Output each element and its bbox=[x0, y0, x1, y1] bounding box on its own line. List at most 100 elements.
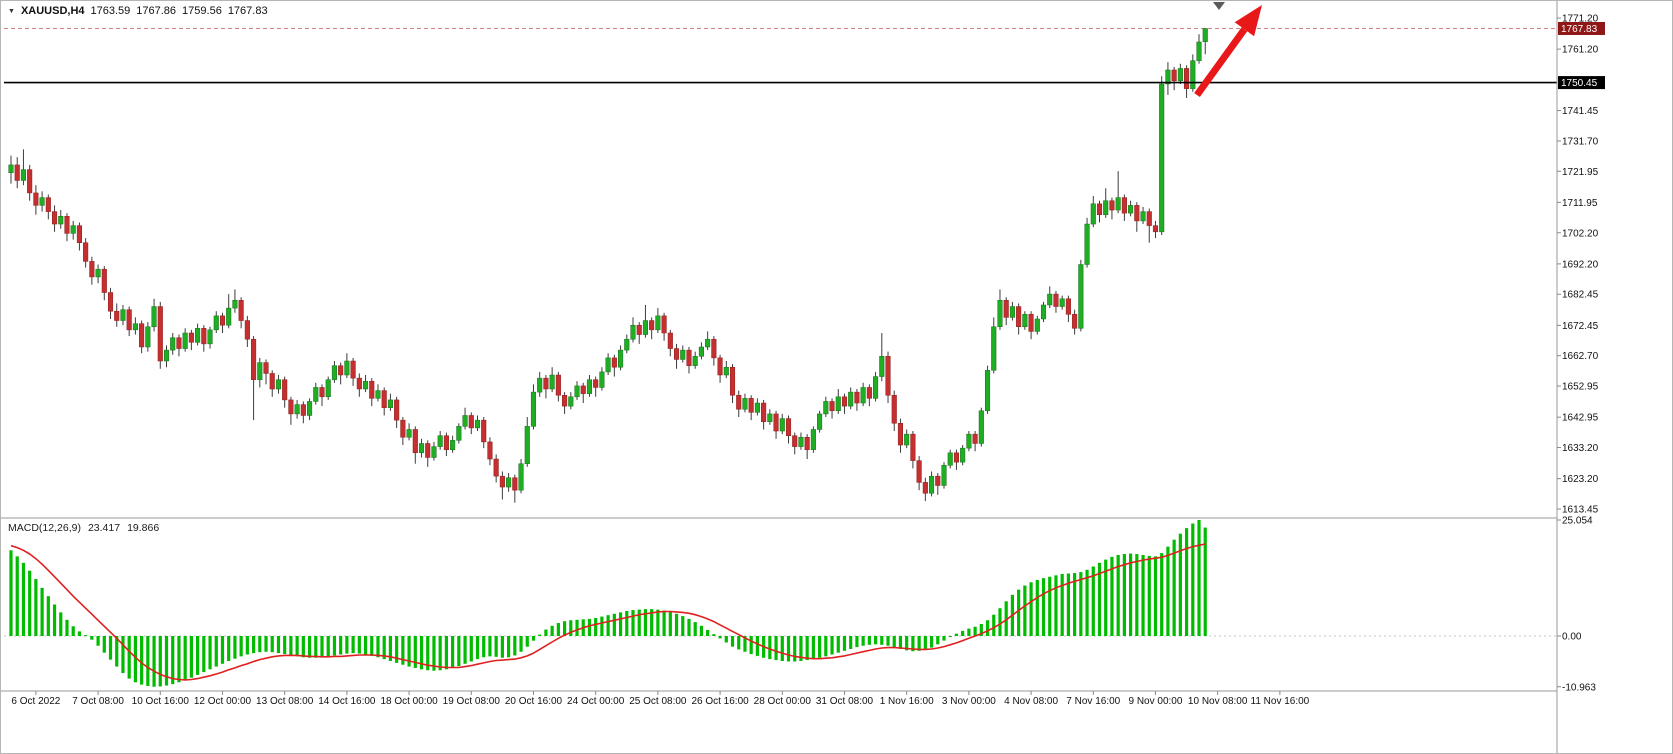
bull-candle bbox=[530, 391, 537, 427]
bear-candle bbox=[114, 310, 120, 321]
macd-histogram-bar bbox=[90, 636, 94, 640]
bear-candle bbox=[785, 418, 792, 436]
symbol-timeframe-label: XAUUSD,H4 bbox=[20, 5, 85, 17]
bear-candle bbox=[1065, 298, 1071, 315]
trend-arrow-annotation[interactable] bbox=[1194, 27, 1248, 98]
bull-candle bbox=[132, 323, 138, 331]
macd-histogram-bar bbox=[867, 636, 871, 645]
bull-candle bbox=[997, 300, 1003, 328]
macd-histogram-bar bbox=[457, 636, 461, 667]
macd-histogram-bar bbox=[28, 570, 32, 636]
bull-candle bbox=[941, 465, 947, 486]
macd-histogram-bar bbox=[251, 636, 256, 654]
bull-candle bbox=[437, 435, 443, 447]
bear-candle bbox=[854, 391, 860, 404]
macd-histogram-bar bbox=[395, 636, 399, 663]
macd-histogram-bar bbox=[730, 636, 735, 647]
bull-candle bbox=[798, 437, 804, 447]
bull-candle bbox=[860, 387, 866, 404]
bull-candle bbox=[978, 410, 984, 444]
macd-histogram-bar bbox=[245, 636, 249, 655]
macd-histogram-bar bbox=[1097, 562, 1102, 636]
bear-candle bbox=[14, 164, 20, 181]
macd-histogram-bar bbox=[1048, 576, 1052, 636]
macd-histogram-bar bbox=[1035, 579, 1039, 636]
bear-candle bbox=[188, 332, 194, 343]
macd-histogram-bar bbox=[289, 636, 293, 656]
macd-histogram-bar bbox=[1091, 566, 1095, 636]
macd-histogram-bar bbox=[1178, 533, 1182, 636]
macd-histogram-bar bbox=[320, 636, 324, 658]
bull-candle bbox=[1128, 205, 1134, 214]
macd-histogram-bar bbox=[824, 636, 828, 657]
macd-histogram-bar bbox=[40, 587, 44, 636]
macd-histogram-bar bbox=[618, 612, 623, 636]
macd-histogram-bar bbox=[911, 636, 915, 652]
macd-histogram-bar bbox=[314, 636, 318, 658]
bear-candle bbox=[891, 394, 897, 424]
macd-histogram-bar bbox=[388, 636, 393, 662]
macd-histogram-bar bbox=[755, 636, 759, 656]
bull-candle bbox=[387, 399, 393, 408]
macd-histogram-bar bbox=[650, 609, 654, 636]
bear-candle bbox=[562, 394, 568, 407]
macd-histogram-bar bbox=[979, 623, 983, 636]
macd-histogram-bar bbox=[805, 636, 809, 661]
macd-histogram-bar bbox=[376, 636, 380, 658]
chart-top-marker-icon bbox=[1213, 2, 1225, 10]
price-axis-label: 1633.20 bbox=[1562, 443, 1599, 454]
bull-candle bbox=[1034, 318, 1040, 332]
macd-histogram-bar bbox=[177, 636, 181, 683]
bull-candle bbox=[1177, 68, 1183, 82]
macd-histogram-bar bbox=[1197, 520, 1201, 636]
macd-histogram-bar bbox=[550, 625, 554, 636]
bear-candle bbox=[649, 320, 655, 331]
bull-candle bbox=[1022, 314, 1028, 328]
bull-candle bbox=[95, 268, 101, 278]
macd-histogram-bar bbox=[724, 636, 728, 643]
bear-candle bbox=[369, 380, 375, 399]
macd-histogram-bar bbox=[227, 636, 231, 662]
macd-histogram-bar bbox=[1079, 572, 1083, 636]
macd-histogram-bar bbox=[158, 636, 162, 687]
time-axis-label: 12 Oct 00:00 bbox=[194, 696, 252, 707]
bull-candle bbox=[450, 440, 456, 450]
macd-histogram-bar bbox=[152, 636, 156, 687]
time-axis-label: 11 Nov 16:00 bbox=[1251, 696, 1310, 707]
price-axis-label: 1731.70 bbox=[1562, 136, 1599, 147]
macd-histogram-bar bbox=[587, 618, 592, 636]
one-click-trading-toggle-icon[interactable]: ▼ bbox=[8, 7, 15, 15]
macd-histogram-bar bbox=[401, 636, 405, 665]
price-badge-label: 1767.83 bbox=[1561, 24, 1598, 35]
bull-candle bbox=[624, 338, 630, 351]
bear-candle bbox=[107, 292, 114, 312]
bear-candle bbox=[176, 337, 182, 349]
macd-histogram-bar bbox=[351, 636, 355, 654]
bull-candle bbox=[313, 387, 319, 402]
macd-histogram-bar bbox=[973, 626, 977, 636]
bear-candle bbox=[935, 475, 941, 486]
bear-candle bbox=[269, 373, 275, 390]
time-axis-label: 7 Oct 08:00 bbox=[72, 696, 124, 707]
bull-candle bbox=[767, 413, 773, 422]
macd-histogram-bar bbox=[743, 636, 747, 652]
price-axis-label: 1702.20 bbox=[1562, 228, 1599, 239]
trend-arrow-head[interactable] bbox=[1234, 5, 1262, 37]
macd-histogram-bar bbox=[233, 636, 237, 659]
bull-candle bbox=[1084, 223, 1090, 265]
bull-candle bbox=[1009, 306, 1015, 318]
bull-candle bbox=[680, 349, 686, 360]
bull-candle bbox=[655, 315, 661, 331]
bull-candle bbox=[618, 349, 624, 368]
macd-histogram-bar bbox=[65, 619, 69, 636]
macd-histogram-bar bbox=[21, 562, 26, 636]
bear-candle bbox=[1146, 211, 1152, 226]
bull-candle bbox=[1103, 200, 1109, 215]
bull-candle bbox=[39, 197, 45, 206]
price-axis-label: 1741.45 bbox=[1562, 106, 1599, 117]
bear-candle bbox=[761, 402, 767, 422]
macd-histogram-bar bbox=[855, 636, 859, 648]
macd-histogram-bar bbox=[1104, 559, 1108, 636]
bear-candle bbox=[729, 366, 736, 396]
